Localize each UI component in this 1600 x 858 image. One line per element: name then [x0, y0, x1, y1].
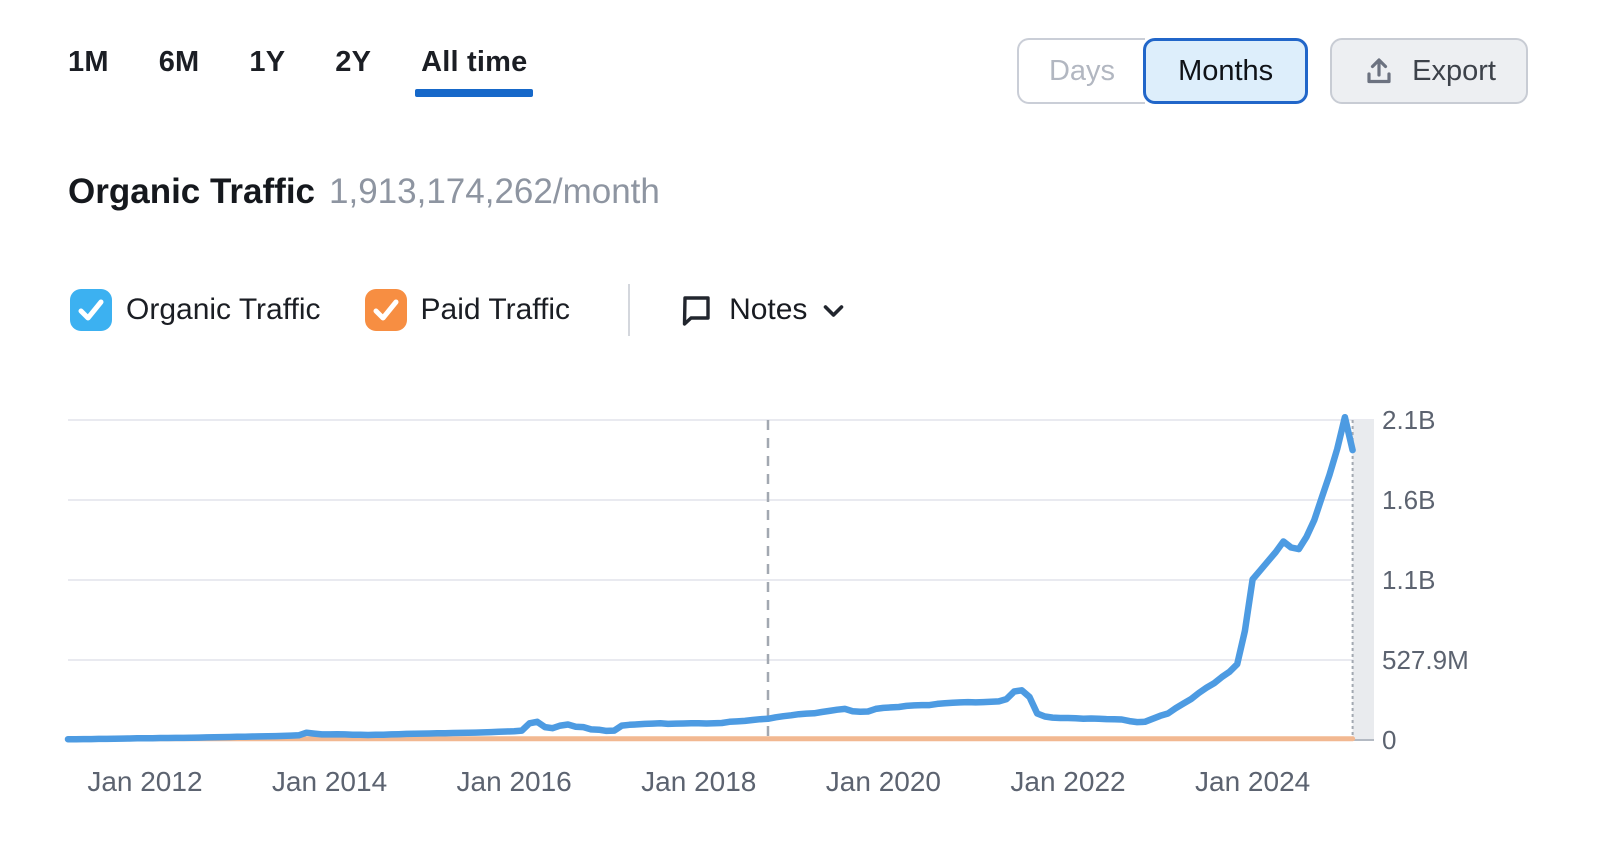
- chevron-down-icon: [824, 304, 844, 317]
- time-range-tabs: 1M 6M 1Y 2Y All time: [68, 46, 534, 97]
- range-tab-6m[interactable]: 6M: [158, 46, 200, 78]
- range-tab-all-time[interactable]: All time: [415, 46, 534, 97]
- legend-row: Organic Traffic Paid Traffic Notes: [70, 284, 847, 336]
- x-axis-label-jan-2018: Jan 2018: [641, 766, 757, 797]
- toggle-option-months[interactable]: Months: [1143, 38, 1309, 104]
- paid-traffic-checkbox[interactable]: [364, 289, 407, 331]
- y-axis-label-0: 0: [1382, 725, 1397, 755]
- upload-icon: [1362, 54, 1396, 88]
- y-axis-label-1.6B: 1.6B: [1382, 485, 1436, 515]
- range-tab-1m[interactable]: 1M: [68, 46, 109, 78]
- x-axis-label-jan-2014: Jan 2014: [271, 766, 388, 797]
- range-tab-1y[interactable]: 1Y: [249, 46, 286, 78]
- legend-divider: [628, 284, 631, 336]
- y-axis-label-527.9M: 527.9M: [1382, 645, 1469, 675]
- check-icon: [373, 299, 399, 321]
- note-bubble-icon: [682, 296, 710, 326]
- y-axis-label-2.1B: 2.1B: [1382, 405, 1436, 435]
- export-button[interactable]: Export: [1330, 38, 1528, 104]
- x-axis-label-jan-2024: Jan 2024: [1195, 766, 1311, 797]
- notes-label: Notes: [729, 293, 808, 326]
- organic-traffic-checkbox[interactable]: [70, 289, 112, 331]
- toggle-option-days[interactable]: Days: [1016, 38, 1146, 104]
- notes-dropdown-button[interactable]: Notes: [676, 290, 847, 330]
- x-axis-label-jan-2022: Jan 2022: [1010, 766, 1126, 797]
- range-tab-2y[interactable]: 2Y: [335, 46, 372, 78]
- toolbar-right-controls: Days Months Export: [1016, 38, 1528, 104]
- x-axis-label-jan-2020: Jan 2020: [825, 766, 941, 797]
- current-period-band: [1352, 420, 1374, 740]
- paid-traffic-legend-label: Paid Traffic: [420, 293, 571, 326]
- chart-header: Organic Traffic 1,913,174,262/month: [68, 172, 660, 212]
- traffic-value: 1,913,174,262/month: [329, 172, 660, 211]
- y-axis-label-1.1B: 1.1B: [1382, 565, 1436, 595]
- x-axis-label-jan-2016: Jan 2016: [456, 766, 572, 797]
- organic-traffic-legend-label: Organic Traffic: [126, 293, 321, 326]
- x-axis-label-jan-2012: Jan 2012: [87, 766, 203, 797]
- organic-traffic-line: [64, 413, 1356, 743]
- check-icon: [78, 299, 104, 321]
- page-title: Organic Traffic: [68, 172, 316, 211]
- export-button-label: Export: [1412, 54, 1496, 87]
- days-months-toggle: Days Months: [1016, 38, 1309, 104]
